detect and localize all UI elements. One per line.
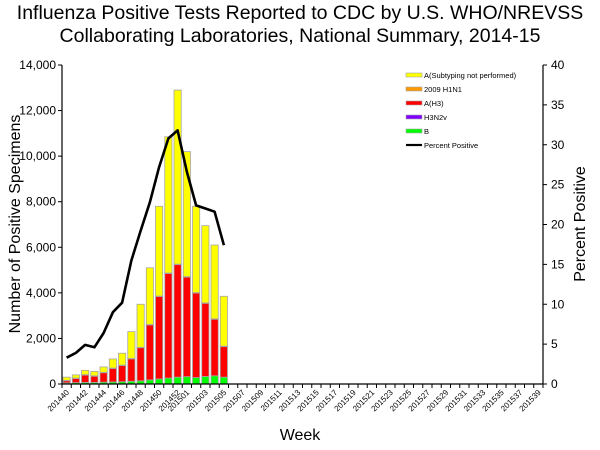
bar-b-201452 [173,376,182,385]
y2-axis-title: Percent Positive [572,166,589,282]
percent-positive-line [66,129,226,359]
axes-layer: 0 2,000 4,000 6,000 8,000 10,000 12,000 14,000 0… [19,58,564,413]
y2-tick-label: 10 [551,297,565,311]
bar-a-h3-201446 [118,364,127,383]
bar-b-201450 [155,378,164,385]
x-tick-label: 201539 [518,388,544,414]
legend-swatch-b [405,128,423,134]
bar-b-201502 [192,377,201,385]
bar-a-subtyping-not-performed-201501 [182,151,191,278]
bar-a-subtyping-not-performed-201447 [127,331,136,359]
legend-item-percent-positive: Percent Positive [406,141,478,150]
y2-tick-label: 40 [551,58,565,72]
legend-swatch-2009-h1n1 [405,86,423,92]
bar-a-subtyping-not-performed-201440 [62,376,71,381]
bar-a-h3-201444 [99,372,108,383]
bar-a-subtyping-not-performed-201443 [90,371,99,377]
legend-item-a-subtyping-not-performed: A(Subtyping not performed) [405,71,517,80]
bar-a-subtyping-not-performed-201450 [155,205,164,297]
bar-a-h3-201452 [173,263,182,378]
legend-label: B [424,127,429,136]
y-tick-label: 6,000 [26,240,56,254]
legend-item-2009-h1n1: 2009 H1N1 [405,85,462,94]
bar-a-subtyping-not-performed-201444 [99,366,108,373]
legend-label: 2009 H1N1 [424,85,462,94]
legend-item-a-h3: A(H3) [405,99,444,108]
chart-title-line-1: Influenza Positive Tests Reported to CDC… [16,2,584,24]
y-axis-title: Number of Positive Specimens [7,115,24,334]
legend-item-h3n2v: H3N2v [405,113,447,122]
bar-a-subtyping-not-performed-201441 [71,374,80,379]
y-tick-label: 8,000 [26,195,56,209]
chart-title: Influenza Positive Tests Reported to CDC… [0,2,600,48]
y-tick-label: 2,000 [26,331,56,345]
chart-title-line-2: Collaborating Laboratories, National Sum… [59,25,541,47]
bar-a-h3-201502 [192,292,201,379]
y-tick-label: 12,000 [19,104,56,118]
bar-a-h3-201447 [127,358,136,382]
y2-tick-label: 30 [551,138,565,152]
legend-label: H3N2v [424,113,447,122]
y2-tick-label: 25 [551,178,565,192]
legend: A(Subtyping not performed) 2009 H1N1 A(H3)… [405,71,517,150]
y2-tick-label: 35 [551,98,565,112]
bar-a-subtyping-not-performed-201446 [118,352,127,366]
legend-item-b: B [405,127,429,136]
bar-a-subtyping-not-performed-201504 [210,244,219,320]
bar-a-subtyping-not-performed-201502 [192,205,201,294]
bar-a-subtyping-not-performed-201505 [219,295,228,347]
y2-tick-label: 15 [551,257,565,271]
legend-swatch-a-subtyping-not-performed [405,72,423,78]
y-tick-label: 10,000 [19,149,56,163]
bar-a-subtyping-not-performed-201445 [108,358,117,369]
legend-label: A(H3) [424,99,444,108]
y-tick-label: 4,000 [26,286,56,300]
bar-a-h3-201450 [155,295,164,380]
bar-a-h3-201442 [81,374,90,383]
bar-b-201451 [164,377,173,385]
legend-label: Percent Positive [424,141,478,150]
y2-tick-label: 5 [551,337,558,351]
bar-a-h3-201503 [201,302,210,377]
bar-a-h3-201501 [182,276,191,378]
y2-tick-label: 20 [551,218,565,232]
y-tick-label: 0 [49,377,56,391]
y-tick-label: 14,000 [19,58,56,72]
bar-b-201449 [145,379,154,385]
percent-positive-line-layer [66,129,226,359]
bars-layer [62,89,228,385]
bar-a-subtyping-not-performed-201449 [145,267,154,325]
bar-a-h3-201449 [145,324,154,381]
bar-a-h3-201451 [164,272,173,379]
bar-a-subtyping-not-performed-201448 [136,303,145,348]
bar-a-h3-201443 [90,375,99,383]
bar-a-subtyping-not-performed-201442 [81,369,90,376]
bar-a-subtyping-not-performed-201451 [164,136,173,274]
bar-a-subtyping-not-performed-201503 [201,225,210,304]
x-axis-title: Week [280,427,322,444]
bar-a-h3-201448 [136,347,145,382]
legend-label: A(Subtyping not performed) [424,71,517,80]
bar-b-201504 [210,375,219,385]
legend-swatch-h3n2v [405,114,423,120]
bar-b-201505 [219,376,228,385]
bar-b-201501 [182,376,191,385]
bar-a-subtyping-not-performed-201452 [173,89,182,265]
bar-b-201503 [201,376,210,385]
bar-a-h3-201445 [108,367,117,383]
y2-tick-label: 0 [551,377,558,391]
bar-a-h3-201504 [210,318,219,377]
bar-a-h3-201505 [219,346,228,378]
legend-swatch-a-h3 [405,100,423,106]
